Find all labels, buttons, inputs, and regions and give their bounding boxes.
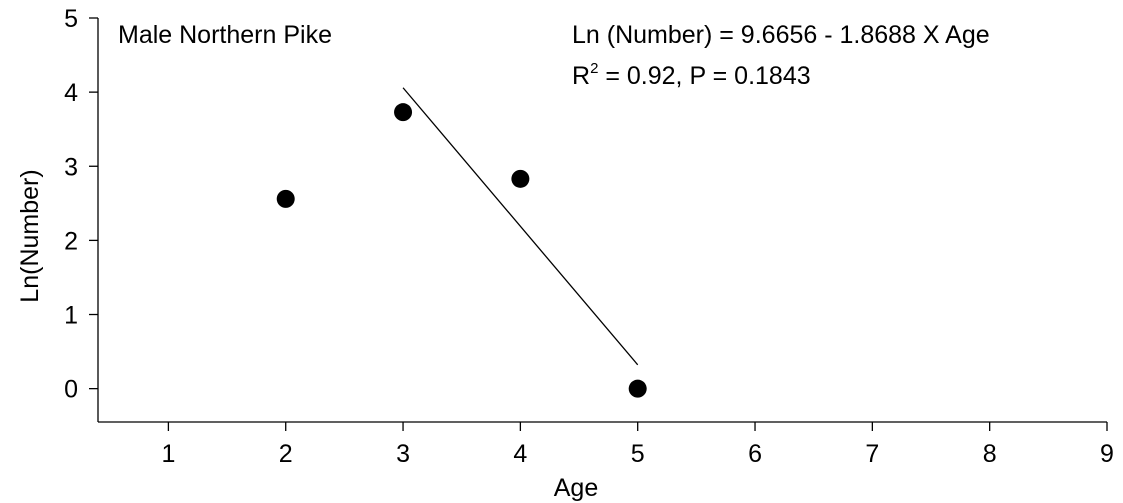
regression-equation: Ln (Number) = 9.6656 - 1.8688 X Age <box>572 21 990 49</box>
x-tick-label: 7 <box>865 440 879 468</box>
data-point <box>394 103 413 122</box>
data-point <box>511 169 530 188</box>
y-tick-label: 2 <box>64 227 78 255</box>
regression-line <box>402 87 639 366</box>
r-stats: = 0.92, P = 0.1843 <box>598 62 810 90</box>
data-point <box>628 379 647 398</box>
y-tick-label: 5 <box>64 5 78 33</box>
x-tick-label: 3 <box>396 440 410 468</box>
x-tick-label: 1 <box>161 440 175 468</box>
y-tick-label: 4 <box>64 79 78 107</box>
x-tick-label: 4 <box>513 440 527 468</box>
x-tick-label: 9 <box>1100 440 1114 468</box>
data-point <box>276 189 295 208</box>
x-tick-label: 2 <box>279 440 293 468</box>
x-axis-title: Age <box>554 474 598 502</box>
r-letter: R <box>572 62 590 90</box>
panel-label: Male Northern Pike <box>118 21 332 49</box>
y-axis-title: Ln(Number) <box>16 169 44 302</box>
x-tick-label: 8 <box>983 440 997 468</box>
y-tick-label: 1 <box>64 302 78 330</box>
x-tick-label: 6 <box>748 440 762 468</box>
y-tick-label: 0 <box>64 376 78 404</box>
y-tick-label: 3 <box>64 153 78 181</box>
plot-area: 0 1 2 3 4 5 1 2 3 4 5 6 7 8 9 <box>64 5 1114 468</box>
r-squared-p-value: R2 = 0.92, P = 0.1843 <box>572 60 811 90</box>
r-superscript: 2 <box>590 60 598 77</box>
x-tick-label: 5 <box>631 440 645 468</box>
